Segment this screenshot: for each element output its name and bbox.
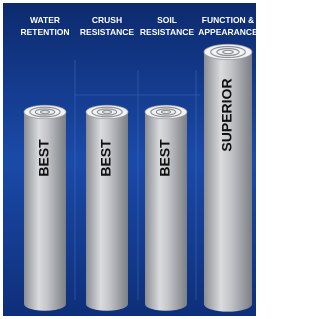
column-header: SOIL xyxy=(157,15,177,25)
cylinder-bottom xyxy=(145,297,187,310)
infographic: WATER RETENTION CRUSH RESISTANCE SOIL RE… xyxy=(0,0,259,319)
cylinder-bottom xyxy=(204,296,252,311)
column-header: RETENTION xyxy=(20,27,69,37)
cylinder-bottom xyxy=(86,297,128,310)
column-header: FUNCTION & xyxy=(202,15,254,25)
column-header: WATER xyxy=(30,15,60,25)
cylinder-label: SUPERIOR xyxy=(219,78,235,151)
column-header: RESISTANCE xyxy=(80,27,134,37)
column-header: CRUSH xyxy=(92,15,122,25)
cylinder-label: BEST xyxy=(98,139,114,177)
column-header: APPEARANCE xyxy=(198,27,258,37)
cylinder-label: BEST xyxy=(36,139,52,177)
column-header: RESISTANCE xyxy=(140,27,194,37)
cylinder-label: BEST xyxy=(157,139,173,177)
cylinder-bottom xyxy=(24,297,66,310)
